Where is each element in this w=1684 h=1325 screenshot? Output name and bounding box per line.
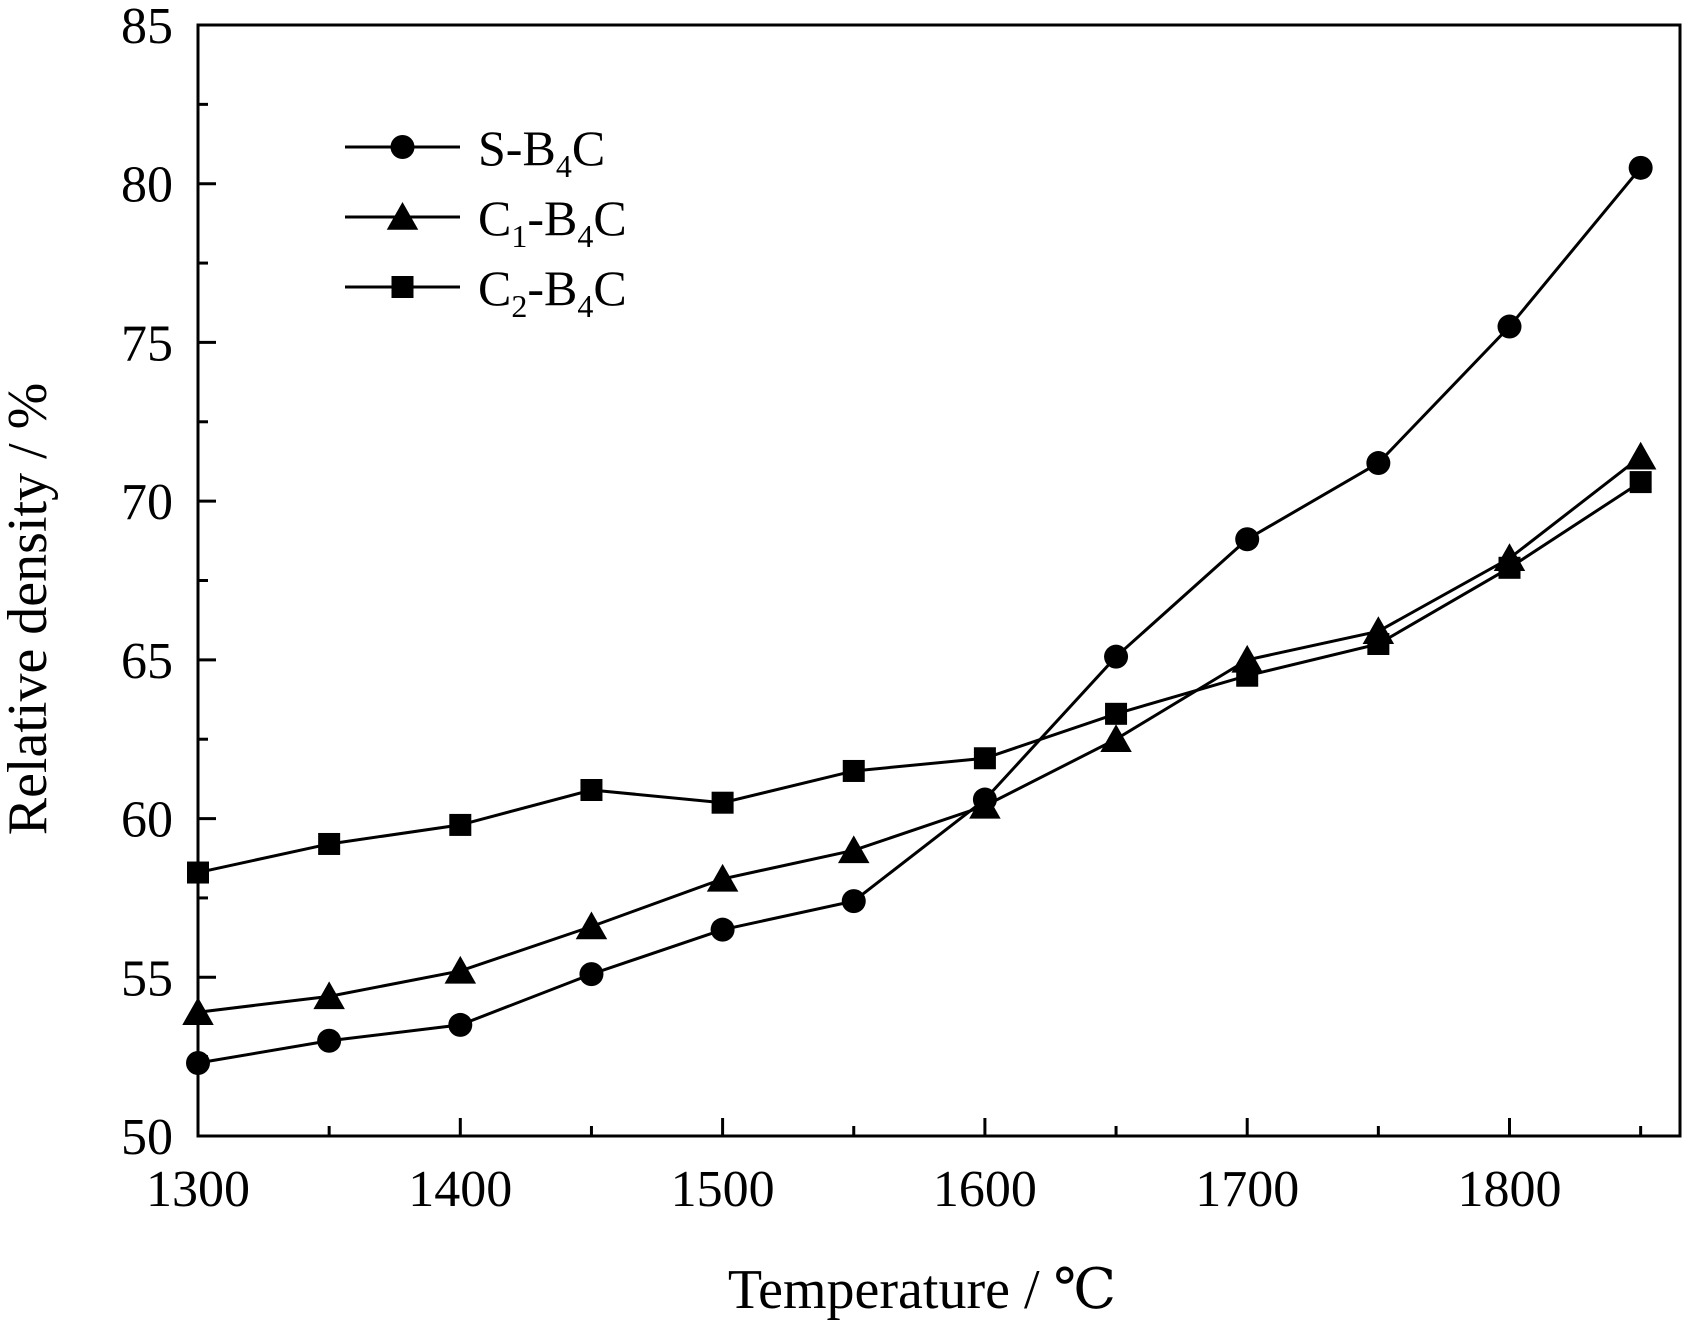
x-tick-label: 1700 [1195,1161,1299,1218]
series-line [197,480,1642,874]
legend-entry-3: C2-B4C [345,260,627,324]
y-tick-label: 50 [121,1109,173,1166]
circle-marker [841,889,866,914]
series-3 [187,471,1652,884]
circle-marker [710,917,735,942]
legend-label: C2-B4C [478,260,627,324]
legend-text-part: -B [527,190,577,246]
y-tick-label: 70 [121,474,173,531]
square-marker [318,832,341,855]
legend-text-part: S-B [478,120,556,176]
legend-text-part: C [478,260,511,316]
y-tick-label: 85 [121,0,173,55]
triangle-marker [838,835,870,864]
y-tick-label: 75 [121,315,173,372]
circle-marker [1497,314,1522,339]
square-marker [711,791,734,814]
x-tick-label: 1500 [671,1161,775,1218]
square-marker [187,861,209,884]
series-layer [182,155,1657,1075]
series-line [197,455,1642,1014]
triangle-marker [313,981,345,1010]
y-tick-label: 80 [121,157,173,214]
circle-marker [186,1050,210,1075]
triangle-marker [386,202,419,230]
square-marker [1498,556,1521,579]
circle-marker [1235,527,1260,552]
square-marker [1105,702,1128,725]
y-axis-label: Relative density / % [0,383,59,836]
triangle-marker [182,997,214,1025]
x-axis-label: Temperature / ℃ [728,1259,1116,1321]
circle-marker [448,1012,473,1037]
triangle-marker [444,955,477,984]
circle-marker [1366,451,1391,476]
square-marker [449,813,472,836]
square-marker [973,747,996,770]
triangle-marker [1624,441,1657,470]
legend-subscript: 4 [556,148,572,184]
legend-text-part: C [572,120,605,176]
x-axis-ticks: 1300 1400 1500 1600 1700 1800 [146,1118,1643,1218]
square-marker [1236,664,1259,687]
x-tick-label: 1400 [408,1161,512,1218]
triangle-marker [706,863,739,892]
triangle-marker [1100,724,1132,752]
x-tick-label: 1600 [933,1161,1037,1218]
series-line [197,166,1642,1065]
square-marker [391,276,414,298]
y-axis-ticks: 50 55 60 65 70 75 80 85 [121,0,216,1166]
triangle-marker [575,911,608,940]
legend-subscript: 1 [511,218,527,254]
circle-marker [579,962,604,987]
square-marker [1367,632,1390,655]
legend-text-part: C [478,190,511,246]
legend-entry-1: S-B4C [345,120,605,184]
square-marker [842,759,865,782]
circle-marker [390,135,415,159]
circle-marker [1104,644,1129,669]
circle-marker [1628,155,1653,180]
legend-text-part: -B [527,260,577,316]
circle-marker [317,1028,342,1053]
square-marker [1629,471,1652,494]
legend-text-part: C [593,260,626,316]
legend-subscript: 2 [511,288,527,324]
legend-text-part: C [593,190,626,246]
legend-subscript: 4 [577,218,593,254]
y-tick-label: 65 [121,633,173,690]
legend-label: S-B4C [478,120,605,184]
series-1 [186,155,1653,1075]
y-tick-label: 60 [121,792,173,849]
x-tick-label: 1300 [146,1161,250,1218]
legend-entry-2: C1-B4C [345,190,627,254]
square-marker [580,779,603,802]
triangle-marker [969,790,1001,819]
x-tick-label: 1800 [1458,1161,1562,1218]
legend-label: C1-B4C [478,190,627,254]
legend-subscript: 4 [577,288,593,324]
y-tick-label: 55 [121,950,173,1007]
